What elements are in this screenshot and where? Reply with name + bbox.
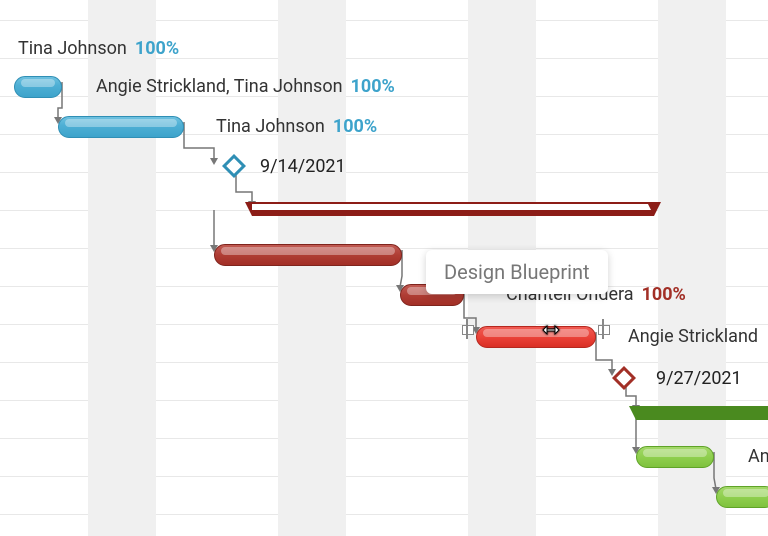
percent-complete: 100%	[642, 284, 686, 305]
task-bar[interactable]	[716, 486, 768, 508]
gantt-row: An	[0, 438, 768, 476]
assignee-name: An	[748, 446, 768, 467]
assignee-name: Angie Strickland, Tina Johnson	[96, 76, 343, 97]
task-bar[interactable]	[214, 244, 402, 266]
gantt-row	[0, 196, 768, 234]
gantt-row: Tina Johnson 100%	[0, 30, 768, 68]
milestone-date: 9/14/2021	[260, 156, 346, 177]
summary-bar[interactable]	[252, 202, 654, 216]
task-bar[interactable]	[58, 116, 184, 138]
milestone-date: 9/27/2021	[656, 368, 742, 389]
task-bar[interactable]	[14, 76, 62, 98]
gantt-row: Angie Strickland, Tina Johnson 100%	[0, 68, 768, 106]
percent-complete: 100%	[333, 116, 377, 137]
move-cursor-icon	[542, 321, 560, 339]
assignee-name: Tina Johnson	[18, 38, 127, 59]
task-label: Tina Johnson 100%	[18, 38, 179, 59]
gantt-row: 9/27/2021	[0, 360, 768, 398]
task-label: Angie Strickland	[628, 326, 758, 347]
percent-complete: 100%	[135, 38, 179, 59]
gantt-row	[0, 400, 768, 438]
task-bar[interactable]	[636, 446, 714, 468]
percent-complete: 100%	[351, 76, 395, 97]
task-label: Angie Strickland, Tina Johnson 100%	[96, 76, 395, 97]
gantt-row: Chantell Ondera100%	[0, 276, 768, 314]
milestone-diamond[interactable]	[612, 366, 636, 390]
resize-handle[interactable]	[462, 321, 474, 337]
task-tooltip: Design Blueprint	[426, 250, 608, 294]
task-label: An	[748, 446, 768, 467]
assignee-name: Angie Strickland	[628, 326, 758, 347]
gantt-row: Tina Johnson 100%	[0, 108, 768, 146]
task-label: Tina Johnson 100%	[216, 116, 377, 137]
gantt-row	[0, 478, 768, 516]
gantt-row	[0, 236, 768, 274]
resize-handle[interactable]	[598, 321, 610, 337]
task-label: 9/14/2021	[260, 156, 346, 177]
summary-bar[interactable]	[636, 406, 768, 420]
assignee-name: Tina Johnson	[216, 116, 325, 137]
task-bar[interactable]	[476, 326, 596, 348]
milestone-diamond[interactable]	[222, 154, 246, 178]
gantt-row: Angie Strickland	[0, 318, 768, 356]
task-label: 9/27/2021	[656, 368, 742, 389]
gantt-chart[interactable]: Tina Johnson100%Angie Strickland, Tina J…	[0, 0, 768, 536]
gantt-row: 9/14/2021	[0, 148, 768, 186]
